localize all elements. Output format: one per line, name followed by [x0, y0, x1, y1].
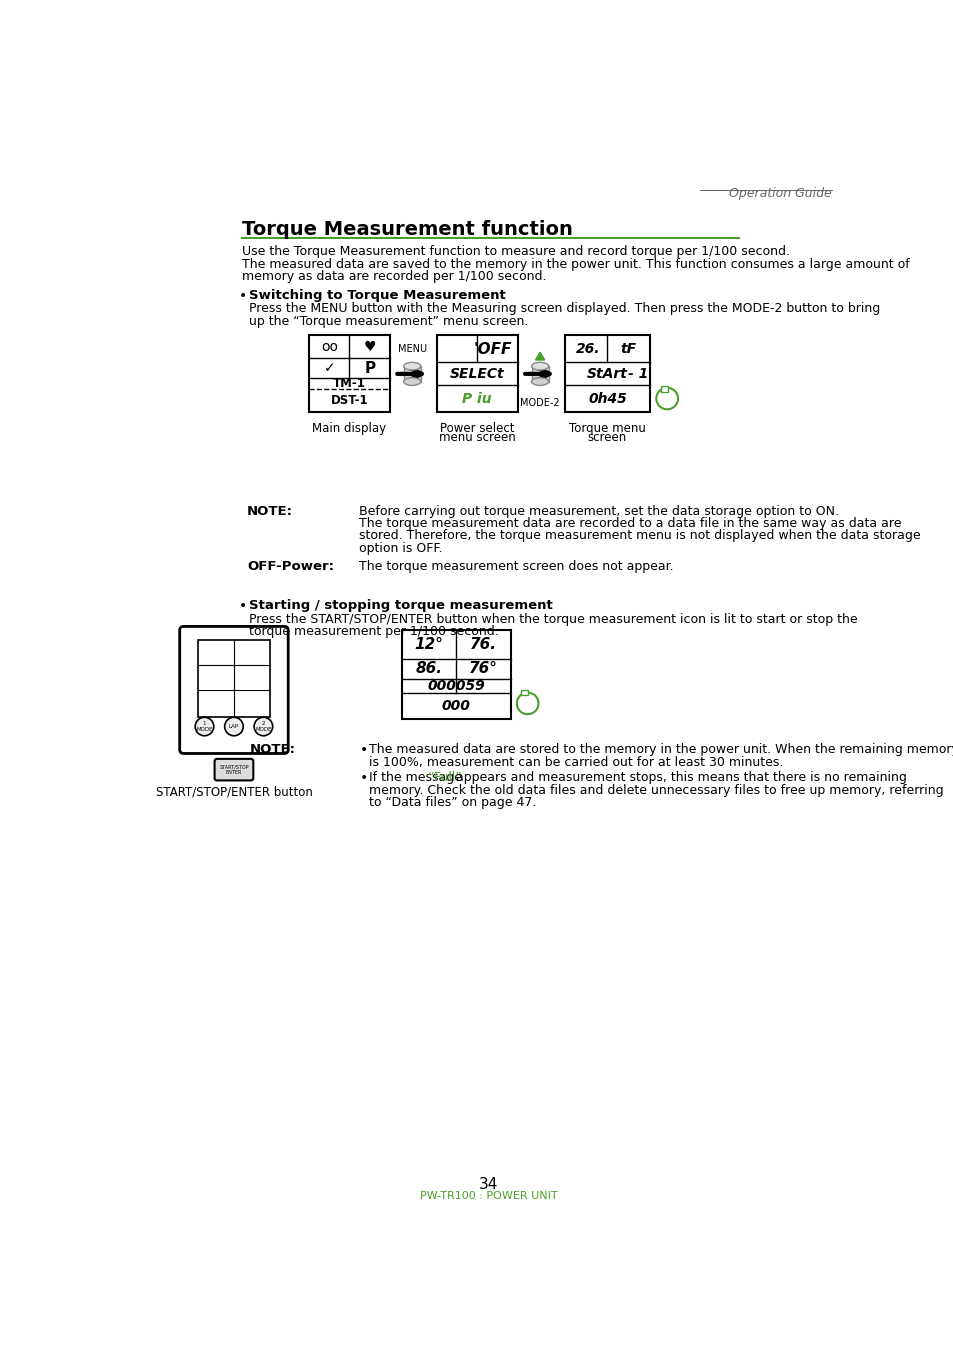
- Circle shape: [253, 717, 273, 736]
- Bar: [402, 631, 510, 719]
- Text: •: •: [359, 771, 367, 785]
- Text: Main display: Main display: [312, 422, 386, 435]
- Text: MODE-2: MODE-2: [519, 399, 559, 408]
- Text: Power select: Power select: [439, 422, 514, 435]
- Text: Press the START/STOP/ENTER button when the torque measurement icon is lit to sta: Press the START/STOP/ENTER button when t…: [249, 612, 857, 626]
- Text: - 1: - 1: [628, 367, 648, 381]
- FancyBboxPatch shape: [214, 759, 253, 781]
- Text: P: P: [364, 361, 375, 376]
- Text: TM-1: TM-1: [333, 377, 366, 390]
- Text: The measured data are stored to the memory in the power unit. When the remaining: The measured data are stored to the memo…: [369, 743, 953, 757]
- Circle shape: [224, 717, 243, 736]
- Text: NOTE:: NOTE:: [247, 505, 293, 517]
- Text: 76°: 76°: [469, 661, 497, 677]
- Text: tF: tF: [619, 342, 636, 357]
- Text: 12°: 12°: [415, 638, 443, 653]
- Text: •: •: [239, 289, 248, 303]
- Text: SELECt: SELECt: [450, 367, 504, 381]
- Text: P iu: P iu: [462, 392, 492, 405]
- Text: to “Data files” on page 47.: to “Data files” on page 47.: [369, 796, 536, 809]
- Text: Operation Guide: Operation Guide: [729, 186, 831, 200]
- Text: START/STOP
ENTER: START/STOP ENTER: [219, 765, 249, 775]
- Bar: [403, 366, 420, 381]
- Text: 0h45: 0h45: [587, 392, 626, 405]
- Text: Torque Measurement function: Torque Measurement function: [241, 220, 572, 239]
- Text: option is OFF.: option is OFF.: [359, 542, 442, 555]
- Text: Switching to Torque Measurement: Switching to Torque Measurement: [249, 289, 506, 303]
- Text: “Full”: “Full”: [428, 771, 461, 784]
- Text: MENU: MENU: [397, 345, 426, 354]
- Text: StArt: StArt: [586, 367, 627, 381]
- Text: torque measurement per 1/100 second.: torque measurement per 1/100 second.: [249, 626, 498, 638]
- Text: Press the MENU button with the Measuring screen displayed. Then press the MODE-2: Press the MENU button with the Measuring…: [249, 303, 880, 315]
- Text: The torque measurement screen does not appear.: The torque measurement screen does not a…: [359, 561, 674, 573]
- Bar: [531, 366, 548, 381]
- Bar: [309, 335, 390, 412]
- Text: 'OFF: 'OFF: [473, 342, 512, 357]
- Ellipse shape: [531, 378, 548, 385]
- Bar: [436, 335, 517, 412]
- Text: PW-TR100 : POWER UNIT: PW-TR100 : POWER UNIT: [419, 1190, 558, 1201]
- Text: TO: TO: [658, 393, 675, 404]
- Text: Torque menu: Torque menu: [569, 422, 645, 435]
- Text: up the “Torque measurement” menu screen.: up the “Torque measurement” menu screen.: [249, 315, 528, 327]
- Circle shape: [195, 717, 213, 736]
- Circle shape: [517, 693, 537, 715]
- Circle shape: [656, 388, 678, 409]
- Bar: [197, 639, 270, 716]
- Text: •: •: [359, 743, 367, 758]
- Ellipse shape: [403, 378, 420, 385]
- Bar: [521, 689, 528, 694]
- Bar: [660, 386, 667, 392]
- Text: 76.: 76.: [470, 638, 497, 653]
- Text: ✓: ✓: [323, 362, 335, 376]
- Text: •: •: [239, 600, 248, 613]
- Text: Before carrying out torque measurement, set the data storage option to ON.: Before carrying out torque measurement, …: [359, 505, 839, 517]
- Text: 34: 34: [478, 1177, 498, 1192]
- Text: NOTE:: NOTE:: [249, 743, 295, 757]
- Text: LAP: LAP: [229, 724, 239, 730]
- Text: 2
MODE: 2 MODE: [254, 721, 272, 732]
- Text: Starting / stopping torque measurement: Starting / stopping torque measurement: [249, 600, 553, 612]
- Text: is 100%, measurement can be carried out for at least 30 minutes.: is 100%, measurement can be carried out …: [369, 755, 782, 769]
- Text: START/STOP/ENTER button: START/STOP/ENTER button: [155, 785, 312, 798]
- Text: memory as data are recorded per 1/100 second.: memory as data are recorded per 1/100 se…: [241, 270, 546, 282]
- Ellipse shape: [403, 362, 420, 370]
- Polygon shape: [535, 353, 544, 359]
- Text: 1
MODE: 1 MODE: [196, 721, 213, 732]
- Text: 26.: 26.: [576, 342, 599, 357]
- Text: 000059: 000059: [427, 678, 485, 693]
- FancyBboxPatch shape: [179, 627, 288, 754]
- Text: stored. Therefore, the torque measurement menu is not displayed when the data st: stored. Therefore, the torque measuremen…: [359, 530, 921, 542]
- Text: ♥: ♥: [364, 340, 376, 354]
- Bar: [564, 335, 649, 412]
- Text: If the message: If the message: [369, 771, 465, 784]
- Ellipse shape: [531, 362, 548, 370]
- Text: Use the Torque Measurement function to measure and record torque per 1/100 secon: Use the Torque Measurement function to m…: [241, 246, 789, 258]
- Text: DST-1: DST-1: [331, 394, 368, 407]
- Text: screen: screen: [587, 431, 626, 444]
- Text: The torque measurement data are recorded to a data file in the same way as data : The torque measurement data are recorded…: [359, 517, 901, 530]
- Text: appears and measurement stops, this means that there is no remaining: appears and measurement stops, this mean…: [452, 771, 905, 784]
- Text: OFF-Power:: OFF-Power:: [247, 561, 334, 573]
- Text: menu screen: menu screen: [438, 431, 516, 444]
- Text: memory. Check the old data files and delete unnecessary files to free up memory,: memory. Check the old data files and del…: [369, 784, 943, 797]
- Text: TO: TO: [518, 698, 536, 708]
- Text: 86.: 86.: [416, 661, 442, 677]
- Text: The measured data are saved to the memory in the power unit. This function consu: The measured data are saved to the memor…: [241, 258, 908, 270]
- Text: oo: oo: [320, 340, 337, 354]
- Text: 000: 000: [441, 698, 471, 713]
